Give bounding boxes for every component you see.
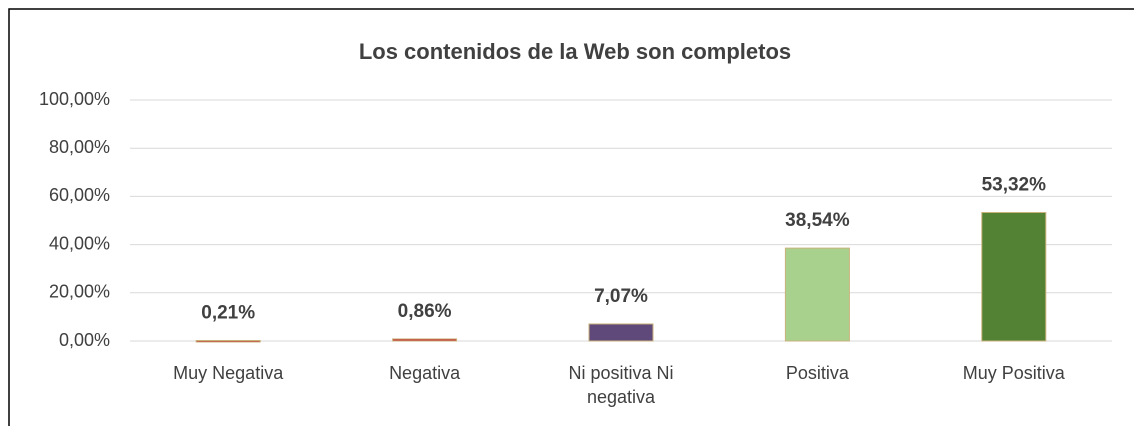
y-tick-label: 20,00% (49, 282, 110, 302)
y-tick-label: 40,00% (49, 233, 110, 253)
x-tick-label: Muy Positiva (962, 363, 1065, 383)
x-tick-label: Muy Negativa (173, 363, 284, 383)
y-tick-label: 80,00% (49, 137, 110, 157)
x-tick-label: Negativa (389, 363, 461, 383)
bar (392, 338, 458, 342)
x-tick-label: Positiva (785, 363, 849, 383)
value-label: 7,07% (594, 286, 648, 307)
value-label: 53,32% (982, 175, 1047, 196)
bar (981, 211, 1047, 342)
y-tick-label: 100,00% (39, 89, 110, 109)
y-tick-label: 0,00% (59, 330, 110, 350)
x-tick-label: Ni positiva Ni negativa (568, 363, 674, 407)
bar (588, 323, 654, 342)
value-label: 38,54% (785, 210, 850, 231)
value-label: 0,21% (201, 303, 255, 324)
bar (195, 339, 261, 343)
bar (784, 247, 850, 342)
y-tick-label: 60,00% (49, 185, 110, 205)
chart-border (8, 8, 1134, 426)
value-label: 0,86% (398, 301, 452, 322)
chart-title: Los contenidos de la Web son completos (359, 39, 791, 64)
